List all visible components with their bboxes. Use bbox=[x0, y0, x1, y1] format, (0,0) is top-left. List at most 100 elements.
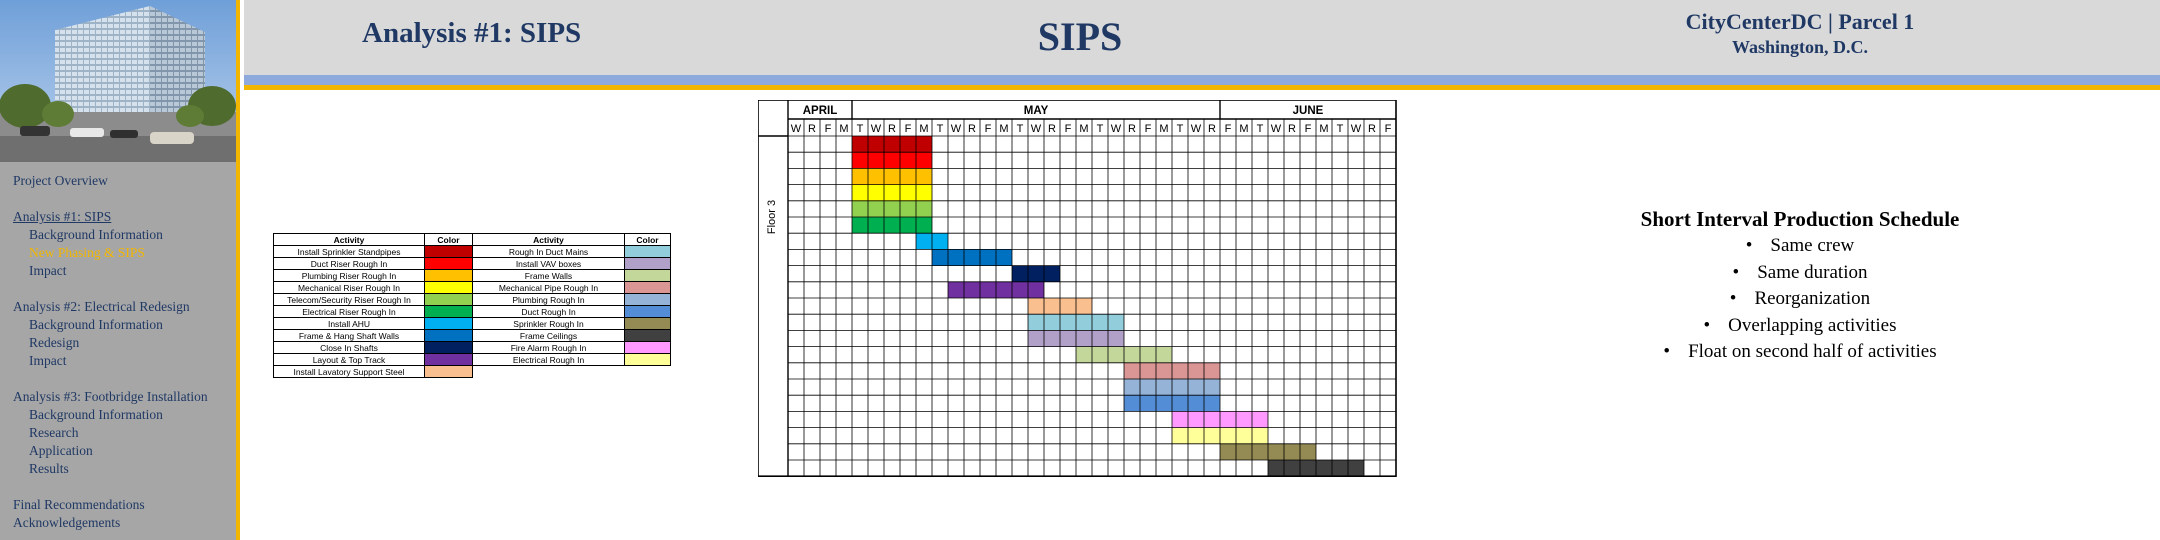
legend-activity: Close In Shafts bbox=[273, 341, 425, 354]
legend-swatch bbox=[624, 341, 671, 354]
day-label: T bbox=[1337, 123, 1344, 135]
day-label: T bbox=[1257, 123, 1264, 135]
slide-title: SIPS bbox=[1037, 14, 1123, 59]
day-label: M bbox=[999, 123, 1008, 135]
nav-link-research[interactable]: Research bbox=[29, 425, 79, 440]
activity-bar bbox=[852, 200, 932, 217]
nav-link-project-overview[interactable]: Project Overview bbox=[13, 173, 108, 188]
legend-empty bbox=[473, 366, 671, 378]
nav-link-background-information[interactable]: Background Information bbox=[29, 317, 163, 332]
legend-swatch bbox=[424, 365, 473, 378]
legend-swatch bbox=[624, 257, 671, 270]
legend-header-activity: Activity bbox=[273, 233, 425, 246]
legend-activity: Install Sprinkler Standpipes bbox=[273, 245, 425, 258]
legend-activity: Electrical Riser Rough In bbox=[273, 305, 425, 318]
day-label: R bbox=[1048, 123, 1056, 135]
nav-link-acknowledgements[interactable]: Acknowledgements bbox=[13, 515, 121, 530]
nav-link-background-information[interactable]: Background Information bbox=[29, 407, 163, 422]
legend-swatch bbox=[624, 245, 671, 258]
nav-spacer bbox=[13, 190, 235, 208]
activity-color-legend: Activity Color Activity Color Install Sp… bbox=[273, 233, 671, 378]
day-label: T bbox=[1017, 123, 1024, 135]
legend-swatch bbox=[624, 317, 671, 330]
sidebar-divider bbox=[236, 0, 240, 540]
nav-link-application[interactable]: Application bbox=[29, 443, 93, 458]
legend-activity: Duct Riser Rough In bbox=[273, 257, 425, 270]
nav-spacer bbox=[13, 478, 235, 496]
legend-activity: Install AHU bbox=[273, 317, 425, 330]
legend-swatch bbox=[424, 353, 473, 366]
day-label: R bbox=[1288, 123, 1296, 135]
month-label: APRIL bbox=[803, 105, 838, 117]
activity-bar bbox=[852, 168, 932, 185]
summary-bullet: Overlapping activities bbox=[1560, 313, 2040, 340]
day-label: T bbox=[937, 123, 944, 135]
day-label: R bbox=[888, 123, 896, 135]
day-label: F bbox=[1145, 123, 1152, 135]
day-label: W bbox=[1351, 123, 1362, 135]
header-rule-gold bbox=[244, 85, 2160, 90]
day-label: W bbox=[1111, 123, 1122, 135]
legend-header-color: Color bbox=[624, 233, 671, 246]
legend-row: Plumbing Riser Rough In Frame Walls bbox=[273, 269, 671, 282]
sips-summary: Short Interval Production Schedule Same … bbox=[1560, 205, 2040, 366]
nav-link-analysis-2-electrical-redesign[interactable]: Analysis #2: Electrical Redesign bbox=[13, 299, 190, 314]
day-label: M bbox=[1159, 123, 1168, 135]
day-label: R bbox=[1208, 123, 1216, 135]
day-label: F bbox=[1385, 123, 1392, 135]
day-label: M bbox=[1319, 123, 1328, 135]
nav-link-redesign[interactable]: Redesign bbox=[29, 335, 80, 350]
legend-activity: Frame & Hang Shaft Walls bbox=[273, 329, 425, 342]
day-label: M bbox=[919, 123, 928, 135]
nav-link-impact[interactable]: Impact bbox=[29, 263, 67, 278]
day-label: W bbox=[951, 123, 962, 135]
nav-link-final-recommendations[interactable]: Final Recommendations bbox=[13, 497, 145, 512]
legend-header-row: Activity Color Activity Color bbox=[273, 233, 671, 246]
legend-header-color: Color bbox=[424, 233, 473, 246]
day-label: F bbox=[1225, 123, 1232, 135]
legend-swatch bbox=[624, 293, 671, 306]
legend-activity: Install VAV boxes bbox=[472, 257, 625, 270]
legend-row: Electrical Riser Rough In Duct Rough In bbox=[273, 305, 671, 318]
header-rule-blue bbox=[244, 75, 2160, 85]
legend-swatch bbox=[424, 305, 473, 318]
nav-link-results[interactable]: Results bbox=[29, 461, 69, 476]
project-location: Washington, D.C. bbox=[1731, 37, 1869, 57]
legend-row: Install Lavatory Support Steel bbox=[273, 365, 671, 378]
month-label: MAY bbox=[1024, 105, 1049, 117]
month-label: JUNE bbox=[1293, 105, 1324, 117]
legend-activity: Telecom/Security Riser Rough In bbox=[273, 293, 425, 306]
day-label: T bbox=[1177, 123, 1184, 135]
nav-link-new-phasing-sips[interactable]: New Phasing & SIPS bbox=[29, 245, 145, 260]
summary-bullet: Same crew bbox=[1560, 233, 2040, 260]
legend-activity: Rough In Duct Mains bbox=[472, 245, 625, 258]
day-label: T bbox=[857, 123, 864, 135]
nav-link-impact[interactable]: Impact bbox=[29, 353, 67, 368]
day-label: R bbox=[1368, 123, 1376, 135]
activity-bar bbox=[852, 217, 932, 234]
activity-bar bbox=[852, 152, 932, 169]
activity-bar bbox=[932, 249, 1012, 266]
legend-activity: Duct Rough In bbox=[472, 305, 625, 318]
legend-swatch bbox=[424, 257, 473, 270]
legend-activity: Sprinkler Rough In bbox=[472, 317, 625, 330]
nav-link-analysis-3-footbridge-installation[interactable]: Analysis #3: Footbridge Installation bbox=[13, 389, 208, 404]
legend-row: Install Sprinkler Standpipes Rough In Duc… bbox=[273, 245, 671, 258]
activity-bar bbox=[1012, 265, 1060, 282]
legend-header-activity: Activity bbox=[472, 233, 625, 246]
day-label: F bbox=[985, 123, 992, 135]
legend-activity: Mechanical Pipe Rough In bbox=[472, 281, 625, 294]
summary-bullet: Reorganization bbox=[1560, 286, 2040, 313]
project-name: CityCenterDC | Parcel 1 bbox=[1685, 9, 1915, 34]
building-photo bbox=[0, 0, 236, 162]
nav-link-background-information[interactable]: Background Information bbox=[29, 227, 163, 242]
legend-activity: Plumbing Riser Rough In bbox=[273, 269, 425, 282]
summary-bullet: Same duration bbox=[1560, 260, 2040, 287]
nav-link-analysis-1-sips[interactable]: Analysis #1: SIPS bbox=[13, 209, 112, 224]
legend-swatch bbox=[424, 281, 473, 294]
legend-row: Layout & Top Track Electrical Rough In bbox=[273, 353, 671, 366]
legend-activity: Mechanical Riser Rough In bbox=[273, 281, 425, 294]
legend-swatch bbox=[624, 353, 671, 366]
sidebar: Project Overview Analysis #1: SIPS Backgro… bbox=[0, 0, 240, 540]
